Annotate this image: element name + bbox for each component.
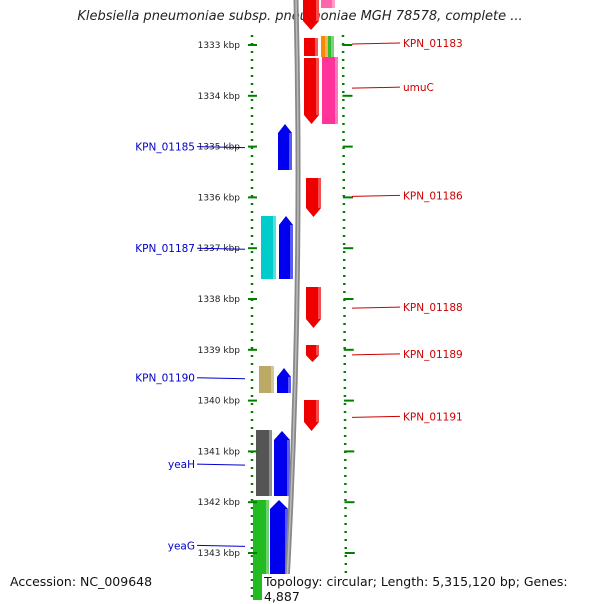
cds-forward-kpn01185-shine (289, 133, 292, 170)
cds-reverse-kpn01186 (306, 178, 321, 217)
cds-reverse-kpn01189 (306, 345, 319, 362)
tick-label-1341: 1341 kbp (198, 447, 241, 457)
tick-label-1335: 1335 kbp (198, 143, 241, 153)
top-green-feature (328, 36, 334, 57)
tick-label-1338: 1338 kbp (198, 295, 241, 305)
tick-label-1337: 1337 kbp (198, 244, 241, 254)
feature-gray-shine (269, 430, 272, 496)
tick-label-1333: 1333 kbp (198, 41, 241, 51)
left-gene-label: KPN_01190 (135, 373, 195, 385)
right-leader-line (351, 306, 401, 309)
backbone-arc (283, 0, 301, 600)
umuc-pink-feature-shine (335, 57, 338, 124)
cds-reverse-kpn01188-shine (318, 287, 321, 319)
cds-reverse-umuc-shine (316, 58, 319, 115)
map-title: Klebsiella pneumoniae subsp. pneumoniae … (77, 9, 523, 24)
left-leader-line (196, 544, 246, 547)
right-gene-label: umuC (403, 82, 434, 94)
cds-reverse-kpn01191-shine (316, 400, 319, 422)
feature-khaki-shine (271, 366, 274, 393)
top-pink-feature (321, 0, 335, 8)
tick-label-1342: 1342 kbp (198, 498, 241, 508)
tick-label-1339: 1339 kbp (198, 346, 241, 356)
left-gene-label: yeaG (168, 540, 195, 552)
left-gene-label: yeaH (168, 459, 195, 471)
cds-forward-kpn01190-shine (288, 377, 291, 393)
right-gene-label: KPN_01189 (403, 349, 463, 361)
cds-reverse-umuc (304, 58, 319, 124)
umuc-pink-feature (322, 57, 338, 124)
topology-text: Topology: circular; Length: 5,315,120 bp… (262, 574, 600, 604)
right-gene-label: KPN_01183 (403, 38, 463, 50)
left-gene-label: KPN_01185 (135, 142, 195, 154)
left-gene-label: KPN_01187 (135, 243, 195, 255)
cds-reverse-kpn01186-shine (318, 178, 321, 208)
feature-cyan (261, 216, 276, 279)
accession-text: Accession: NC_009648 (10, 574, 153, 589)
cds-forward-yeah (274, 431, 290, 496)
dotted-track-lines (250, 34, 348, 599)
feature-gray (256, 430, 272, 496)
left-leader-line (196, 377, 246, 380)
top-pink-feature-shine (332, 0, 335, 8)
cds-reverse-top-shine (316, 0, 319, 21)
right-track-line (341, 34, 348, 599)
feature-cyan-shine (273, 216, 276, 279)
tick-label-1334: 1334 kbp (198, 92, 241, 102)
left-leader-line (196, 463, 246, 466)
tick-label-1336: 1336 kbp (198, 193, 241, 203)
right-leader-line (351, 86, 401, 89)
cds-reverse-kpn01191 (304, 400, 319, 431)
left-leader-line (196, 247, 246, 250)
cds-reverse-kpn01183 (304, 38, 318, 56)
cds-forward-kpn01187-shine (290, 225, 293, 279)
cds-forward-kpn01185 (278, 124, 292, 170)
cds-reverse-kpn01188 (306, 287, 321, 328)
right-leader-line (351, 415, 401, 418)
feature-green-shine (266, 500, 269, 600)
cds-reverse-top (303, 0, 319, 30)
feature-khaki (259, 366, 274, 393)
right-leader-line (351, 353, 401, 356)
cds-reverse-kpn01183-shine (315, 38, 318, 56)
cds-reverse-kpn01189-shine (316, 345, 319, 356)
right-gene-label: KPN_01186 (403, 190, 463, 202)
top-green-feature-shine (331, 36, 334, 57)
tick-label-1340: 1340 kbp (198, 397, 241, 407)
right-gene-label: KPN_01191 (403, 411, 463, 423)
right-leader-line (351, 194, 401, 197)
right-leader-line (351, 42, 401, 45)
top-orange-feature (321, 36, 328, 57)
scale-ticks: 1333 kbp 1334 kbp 1335 kbp 1336 kbp 1337 kbp… (198, 41, 355, 559)
cds-forward-kpn01190 (277, 368, 291, 393)
cds-forward-kpn01187 (279, 216, 293, 279)
backbone-highlight (285, 0, 299, 600)
cds-forward-yeah-shine (287, 440, 290, 496)
gene-labels: KPN_01185 KPN_01187 KPN_01190 yeaH yeaG KPN_0… (135, 38, 463, 552)
left-leader-line (196, 146, 246, 149)
top-orange-feature-shine (325, 36, 328, 57)
tick-label-1343: 1343 kbp (198, 549, 241, 559)
right-gene-label: KPN_01188 (403, 302, 463, 314)
